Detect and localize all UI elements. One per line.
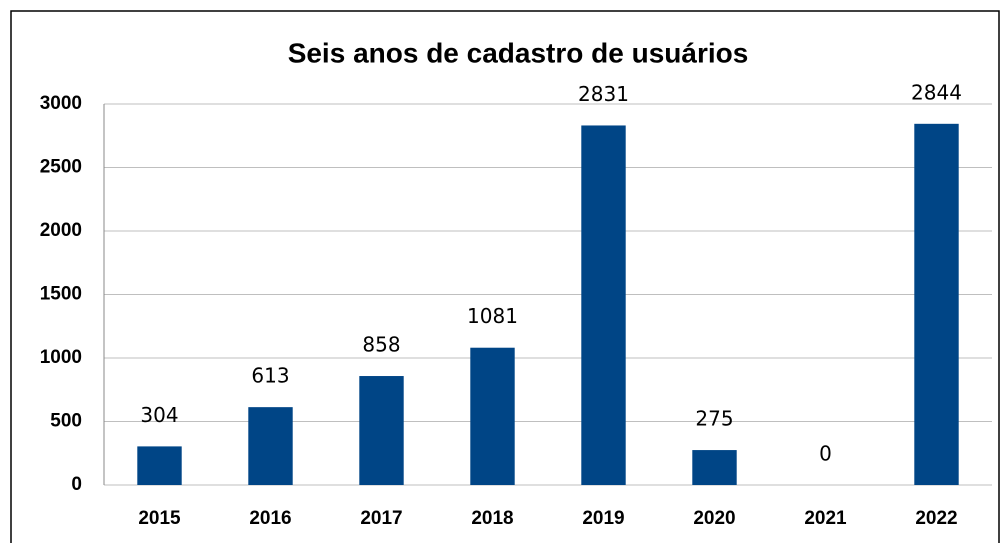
- x-tick-label: 2016: [249, 508, 291, 529]
- bar: [137, 446, 182, 485]
- x-tick-label: 2015: [138, 508, 181, 529]
- x-tick-label: 2020: [693, 508, 735, 529]
- bar: [248, 407, 293, 485]
- y-tick-label: 1500: [40, 284, 82, 305]
- x-tick-label: 2017: [360, 508, 402, 529]
- value-label: 0: [819, 442, 832, 466]
- value-label: 613: [251, 364, 289, 388]
- value-label: 2831: [578, 82, 629, 106]
- bar: [914, 123, 959, 485]
- x-tick-label: 2022: [915, 508, 957, 529]
- chart-title: Seis anos de cadastro de usuários: [288, 37, 749, 68]
- value-label: 2844: [911, 80, 962, 104]
- y-tick-label: 0: [71, 474, 82, 495]
- bar: [359, 376, 404, 485]
- y-tick-label: 500: [50, 411, 82, 432]
- x-tick-label: 2021: [804, 508, 847, 529]
- value-label: 275: [695, 407, 733, 431]
- bar: [470, 347, 515, 485]
- bar: [692, 450, 737, 485]
- x-tick-label: 2019: [582, 508, 624, 529]
- y-tick-label: 3000: [40, 93, 82, 114]
- value-label: 858: [362, 333, 400, 357]
- x-tick-label: 2018: [471, 508, 513, 529]
- y-tick-label: 2500: [40, 157, 82, 178]
- value-label: 1081: [467, 304, 518, 328]
- y-tick-label: 1000: [40, 347, 82, 368]
- value-label: 304: [140, 403, 178, 427]
- bar: [581, 125, 626, 485]
- y-tick-label: 2000: [40, 220, 82, 241]
